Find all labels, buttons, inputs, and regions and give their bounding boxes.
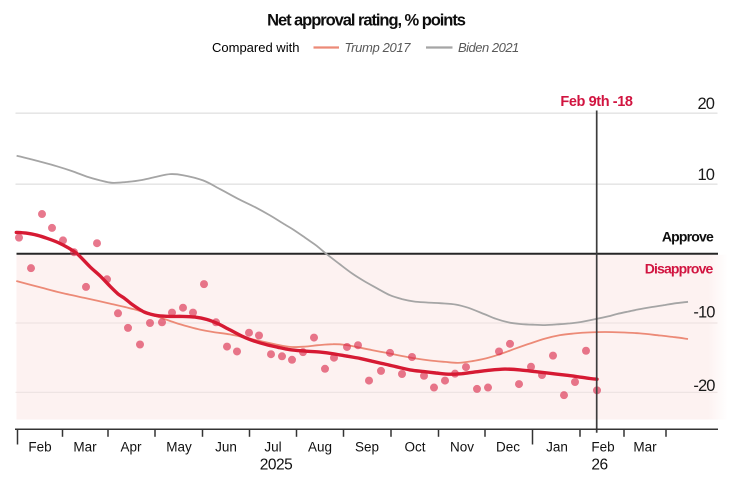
svg-text:20: 20 [697,95,714,113]
svg-text:Jan: Jan [546,440,568,455]
svg-text:Mar: Mar [73,440,97,455]
svg-text:Feb: Feb [28,440,51,455]
svg-text:Biden 2021: Biden 2021 [458,40,519,55]
svg-text:Trump 2017: Trump 2017 [345,40,412,55]
svg-text:Feb 9th -18: Feb 9th -18 [560,94,632,110]
svg-text:Disapprove: Disapprove [645,261,714,277]
svg-text:Feb: Feb [591,440,614,455]
svg-text:-10: -10 [693,303,715,321]
svg-text:Apr: Apr [120,440,142,455]
svg-text:26: 26 [591,457,607,474]
svg-text:Dec: Dec [496,440,520,455]
svg-text:Mar: Mar [633,440,657,455]
svg-text:Nov: Nov [450,440,474,455]
svg-text:Oct: Oct [404,440,425,455]
svg-text:Jun: Jun [215,440,237,455]
svg-text:Aug: Aug [308,440,332,455]
svg-text:Sep: Sep [355,440,379,455]
svg-text:Approve: Approve [662,228,714,244]
svg-text:Net approval rating, % points: Net approval rating, % points [267,12,466,30]
svg-text:Compared with: Compared with [212,40,299,55]
svg-text:2025: 2025 [260,457,292,474]
svg-text:May: May [166,440,192,455]
svg-text:Jul: Jul [264,440,281,455]
svg-text:-20: -20 [693,377,715,395]
svg-text:10: 10 [697,166,714,184]
